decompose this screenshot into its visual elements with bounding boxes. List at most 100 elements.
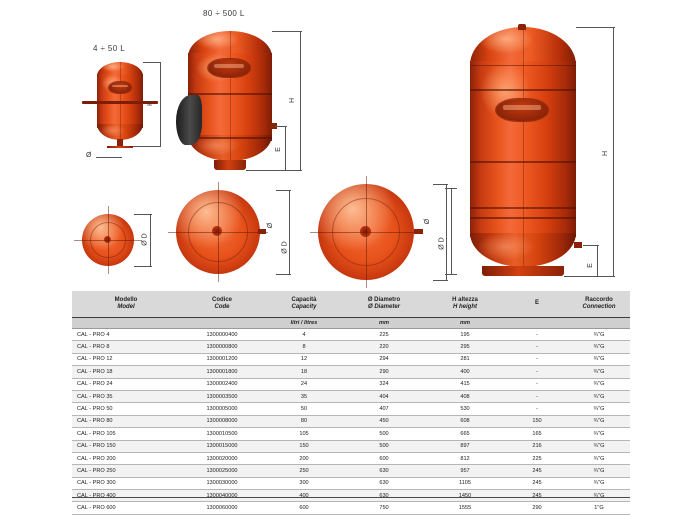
unit-e xyxy=(506,317,568,329)
cell-diameter: 404 xyxy=(344,390,424,404)
cell-connection: ¾"G xyxy=(568,415,630,429)
dim-label-e-large: E xyxy=(586,263,594,268)
cell-diameter: 294 xyxy=(344,353,424,367)
dim-tick-d-disc-large-top xyxy=(433,184,448,185)
table-row: CAL - PRO 600 1300060000 600 750 1555 290 1"G xyxy=(72,501,630,515)
cell-model: CAL - PRO 24 xyxy=(72,378,180,391)
tank-medium-foot xyxy=(214,160,246,170)
cell-model: CAL - PRO 300 xyxy=(72,477,180,491)
unit-height: mm xyxy=(424,317,506,329)
header-connection: Raccordo Connection xyxy=(568,291,630,318)
table-row: CAL - PRO 300 1300030000 300 630 1105 245 ¾"G xyxy=(72,477,630,491)
dim-tick-e-large-top xyxy=(583,245,599,246)
dim-label-h-small: H xyxy=(147,100,155,107)
tank-large-foot xyxy=(482,266,564,276)
table-row: CAL - PRO 12 1300001200 12 294 281- ¾"G xyxy=(72,353,630,367)
cell-height: 1450 xyxy=(424,489,506,503)
cell-code: 1300002400 xyxy=(180,378,264,391)
cell-height: 812 xyxy=(424,452,506,466)
dim-line-d-disc-large xyxy=(446,184,447,280)
dim-tick-d-disc-large-bottom xyxy=(433,280,448,281)
table-row: CAL - PRO 50 1300005000 50 407 530- ¾"G xyxy=(72,402,630,416)
cell-capacity: 200 xyxy=(264,452,344,466)
dim-tick-d-disc-small-top xyxy=(134,214,152,215)
cell-diameter: 450 xyxy=(344,415,424,429)
cell-capacity: 400 xyxy=(264,489,344,503)
disc-large-connection xyxy=(414,229,423,234)
cell-model: CAL - PRO 200 xyxy=(72,452,180,466)
dim-tick-h-medium-bottom xyxy=(246,170,302,171)
cell-capacity: 600 xyxy=(264,501,344,515)
cell-height: 400 xyxy=(424,365,506,379)
dim-label-d-disc-medium: Ø D xyxy=(281,241,289,254)
wall-bracket-small xyxy=(82,101,158,104)
cell-connection: ¾"G xyxy=(568,340,630,354)
header-model: Modello Model xyxy=(72,291,180,318)
cell-model: CAL - PRO 600 xyxy=(72,501,180,515)
cell-code: 1300003500 xyxy=(180,390,264,404)
cell-e: - xyxy=(506,378,568,391)
dim-tick-h-medium-top xyxy=(272,31,302,32)
cell-capacity: 35 xyxy=(264,390,344,404)
cell-e: 225 xyxy=(506,452,568,466)
cell-diameter: 500 xyxy=(344,440,424,453)
cell-diameter: 220 xyxy=(344,340,424,354)
cell-code: 1300060000 xyxy=(180,501,264,515)
disc-large-hub xyxy=(360,226,371,237)
cell-e: - xyxy=(506,340,568,354)
cell-connection: ¾"G xyxy=(568,427,630,441)
dim-tick-h-small-top xyxy=(143,62,161,63)
dim-label-h-large: H xyxy=(602,150,610,157)
disc-medium-crosshair-v xyxy=(218,182,219,282)
dim-label-e-medium: E xyxy=(274,147,282,152)
table-row: CAL - PRO 105 1300010500 105 500 665 165 ¾"G xyxy=(72,427,630,441)
dim-line-left-large xyxy=(451,188,452,274)
table-row: CAL - PRO 80 1300008000 80 450 608 150 ¾"G xyxy=(72,415,630,429)
dim-tick-d-disc-small-bottom xyxy=(134,266,152,267)
connection-nipple-medium xyxy=(270,123,277,129)
header-diameter-it: Ø Diametro xyxy=(367,296,401,303)
dim-label-d-disc-small: Ø D xyxy=(141,233,149,246)
cell-height: 281 xyxy=(424,353,506,367)
tank-large-seam-2 xyxy=(470,89,576,91)
cell-capacity: 80 xyxy=(264,415,344,429)
brand-logo-small xyxy=(109,82,131,93)
table-units-row: litri / litres mm mm xyxy=(72,317,630,329)
cell-diameter: 630 xyxy=(344,477,424,491)
cell-code: 1300000800 xyxy=(180,340,264,354)
cell-capacity: 12 xyxy=(264,353,344,367)
dim-tick-h-small-bottom xyxy=(133,146,161,147)
table-row: CAL - PRO 4 1300000400 4 225 195- ¾"G xyxy=(72,328,630,342)
connection-nipple-large xyxy=(574,242,582,248)
cell-connection: ¾"G xyxy=(568,378,630,391)
tank-medium-centerline xyxy=(230,31,231,161)
header-capacity-en: Capacity xyxy=(291,304,317,310)
cell-height: 608 xyxy=(424,415,506,429)
cell-code: 1300008000 xyxy=(180,415,264,429)
dim-tick-h-large-top xyxy=(576,27,615,28)
cell-model: CAL - PRO 8 xyxy=(72,340,180,354)
cell-model: CAL - PRO 150 xyxy=(72,440,180,453)
header-code-en: Code xyxy=(214,304,230,310)
air-valve-large xyxy=(518,24,526,30)
dim-label-h-medium: H xyxy=(289,97,297,104)
dim-label-diameter-disc-medium: Ø xyxy=(267,222,275,229)
cell-connection: ¾"G xyxy=(568,402,630,416)
disc-medium-hub xyxy=(212,226,222,236)
dim-label-diameter-small: Ø xyxy=(86,152,92,159)
brand-logo-medium xyxy=(208,59,250,77)
cell-e: - xyxy=(506,353,568,367)
brand-logo-large xyxy=(496,99,548,121)
unit-capacity: litri / litres xyxy=(264,317,344,329)
cell-e: - xyxy=(506,328,568,342)
dim-tick-d-disc-medium-top xyxy=(276,190,291,191)
table-row: CAL - PRO 400 1300040000 400 630 1450 245 ¾"G xyxy=(72,489,630,503)
cell-height: 897 xyxy=(424,440,506,453)
tank-large-seam-1 xyxy=(470,65,576,66)
cell-capacity: 18 xyxy=(264,365,344,379)
table-header-row: Modello Model Codice Code Capacità Capac… xyxy=(72,291,630,318)
tank-large-seam-3 xyxy=(470,161,576,163)
cell-e: - xyxy=(506,365,568,379)
cell-e: 216 xyxy=(506,440,568,453)
unit-diameter: mm xyxy=(344,317,424,329)
